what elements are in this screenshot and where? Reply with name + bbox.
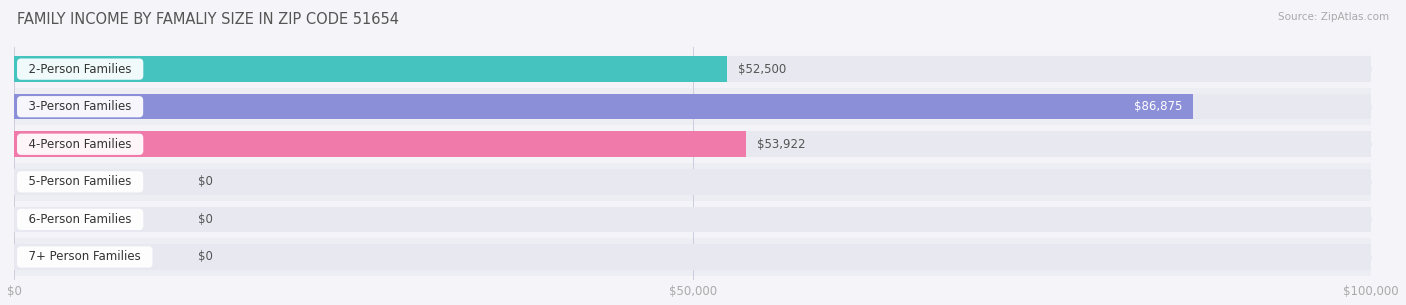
Text: $0: $0 [198,213,212,226]
Text: Source: ZipAtlas.com: Source: ZipAtlas.com [1278,12,1389,22]
Text: $0: $0 [198,250,212,264]
Point [1360,179,1382,184]
Text: $0: $0 [198,175,212,188]
Bar [14,125,1371,163]
Bar [14,201,1371,238]
Bar [14,206,1371,232]
Text: 7+ Person Families: 7+ Person Families [21,250,149,264]
Text: $53,922: $53,922 [756,138,806,151]
Bar [14,94,1371,120]
Bar [14,131,747,157]
Bar [14,163,1371,201]
Text: 2-Person Families: 2-Person Families [21,63,139,76]
Text: $86,875: $86,875 [1133,100,1182,113]
Point [1360,142,1382,147]
Bar [14,131,1371,157]
Text: 6-Person Families: 6-Person Families [21,213,139,226]
Point [1360,254,1382,259]
Point [1360,217,1382,222]
Bar [14,169,1371,195]
Text: 4-Person Families: 4-Person Families [21,138,139,151]
Bar [14,50,1371,88]
Bar [14,88,1371,125]
Text: $52,500: $52,500 [738,63,786,76]
Text: FAMILY INCOME BY FAMALIY SIZE IN ZIP CODE 51654: FAMILY INCOME BY FAMALIY SIZE IN ZIP COD… [17,12,399,27]
Bar [14,56,1371,82]
Text: 3-Person Families: 3-Person Families [21,100,139,113]
Bar [14,94,1194,120]
Bar [14,244,1371,270]
Bar [14,238,1371,276]
Point [1360,104,1382,109]
Text: 5-Person Families: 5-Person Families [21,175,139,188]
Point [1360,67,1382,72]
Bar [14,56,727,82]
